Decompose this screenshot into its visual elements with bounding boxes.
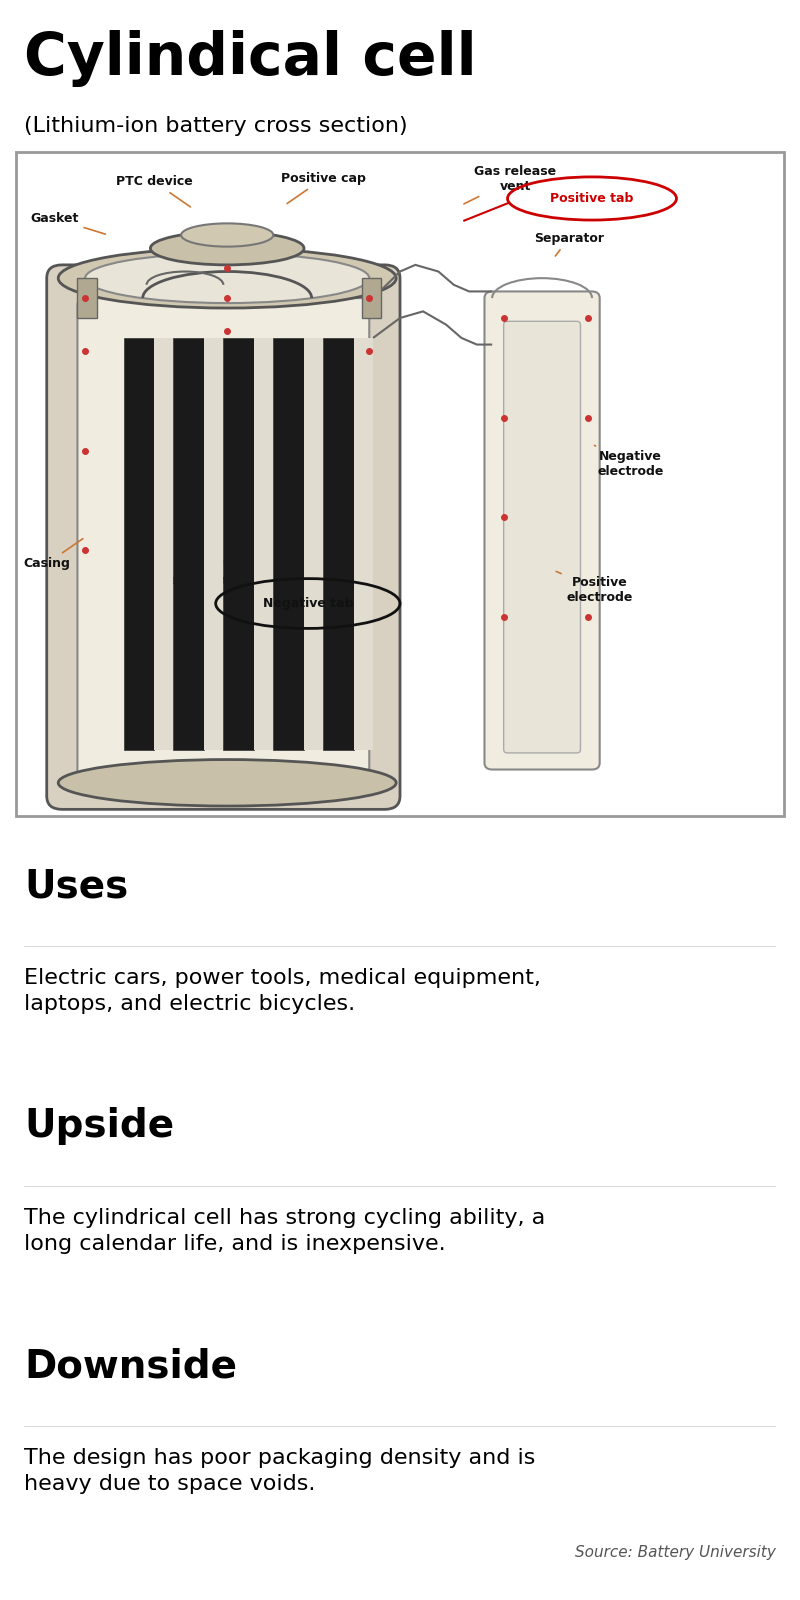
Text: Gas release
vent: Gas release vent: [464, 165, 556, 203]
Bar: [154, 338, 174, 749]
Text: Negative tab: Negative tab: [262, 597, 353, 610]
Text: Electric cars, power tools, medical equipment,
laptops, and electric bicycles.: Electric cars, power tools, medical equi…: [24, 968, 541, 1014]
Bar: [123, 338, 154, 749]
Text: Insulation: Insulation: [158, 558, 229, 587]
Ellipse shape: [181, 224, 274, 246]
Text: Source: Battery University: Source: Battery University: [575, 1544, 776, 1560]
Ellipse shape: [58, 760, 396, 806]
Text: Positive
electrode: Positive electrode: [556, 571, 633, 605]
FancyBboxPatch shape: [504, 322, 581, 754]
Text: Cylindical cell: Cylindical cell: [24, 29, 477, 86]
Text: Uses: Uses: [24, 867, 128, 906]
Text: (Lithium-ion battery cross section): (Lithium-ion battery cross section): [24, 117, 408, 136]
Ellipse shape: [85, 253, 370, 302]
Bar: [354, 338, 373, 749]
FancyBboxPatch shape: [46, 266, 400, 810]
Ellipse shape: [150, 232, 304, 266]
Text: Positive cap: Positive cap: [281, 173, 366, 203]
Bar: [254, 338, 274, 749]
Bar: [204, 338, 223, 749]
Bar: [304, 338, 323, 749]
Bar: [78, 278, 97, 318]
FancyBboxPatch shape: [485, 291, 600, 770]
Bar: [274, 338, 304, 749]
Bar: [223, 338, 254, 749]
Text: Upside: Upside: [24, 1107, 174, 1146]
Text: Positive tab: Positive tab: [550, 192, 634, 205]
Bar: [323, 338, 354, 749]
Text: The cylindrical cell has strong cycling ability, a
long calendar life, and is in: The cylindrical cell has strong cycling …: [24, 1208, 546, 1254]
Text: Gasket: Gasket: [30, 211, 106, 234]
Ellipse shape: [58, 248, 396, 309]
Text: Casing: Casing: [23, 539, 83, 570]
Text: Negative
electrode: Negative electrode: [594, 445, 663, 478]
FancyBboxPatch shape: [78, 298, 370, 789]
Bar: [174, 338, 204, 749]
Text: Separator: Separator: [534, 232, 604, 256]
Text: The design has poor packaging density and is
heavy due to space voids.: The design has poor packaging density an…: [24, 1448, 535, 1494]
Text: Downside: Downside: [24, 1347, 237, 1386]
Bar: [362, 278, 381, 318]
Text: PTC device: PTC device: [116, 176, 193, 206]
